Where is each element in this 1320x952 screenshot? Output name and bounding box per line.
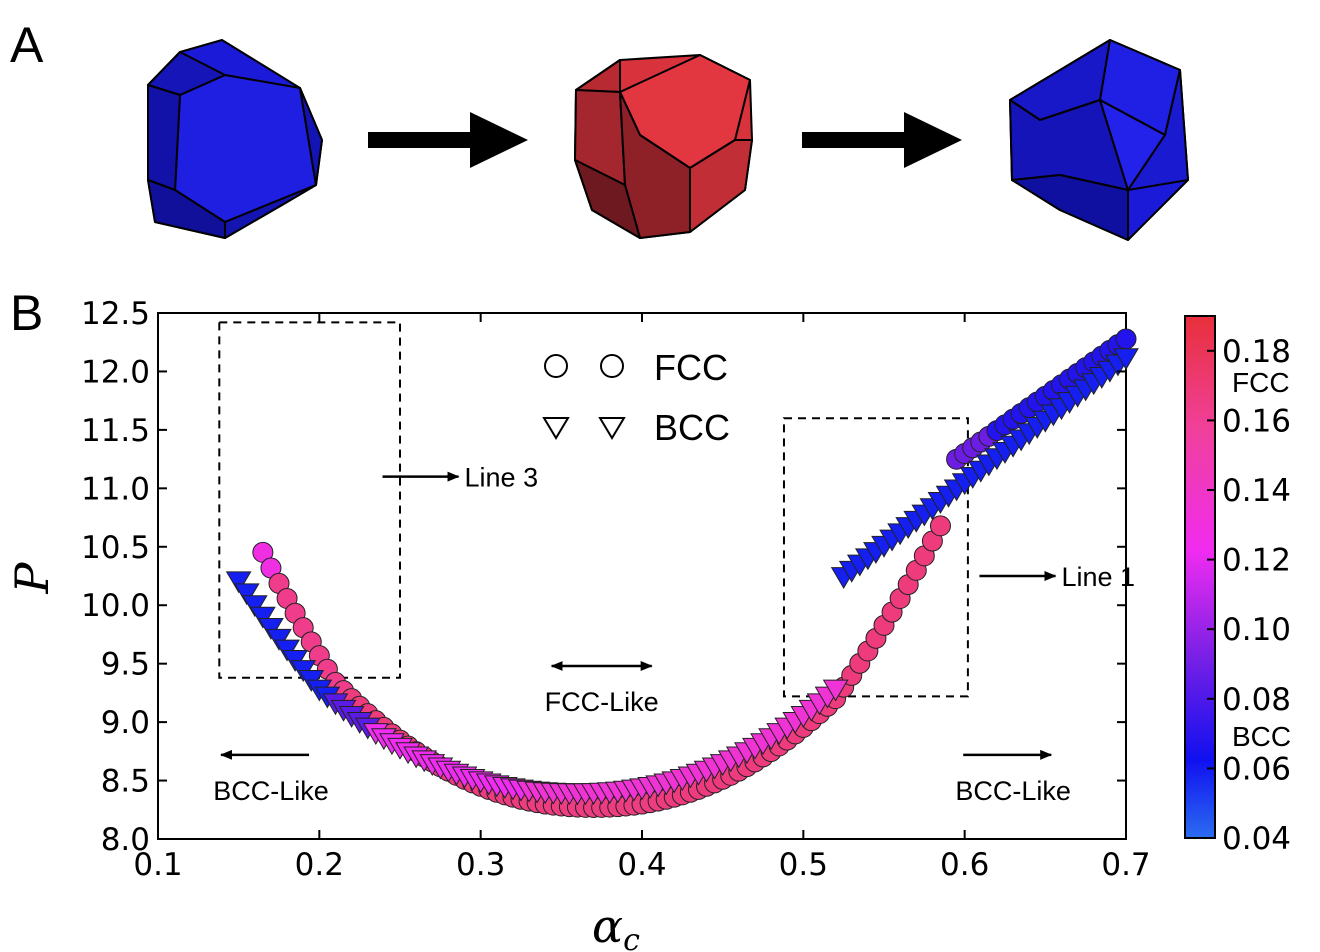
colorbar-bottom-label: BCC xyxy=(1232,721,1291,752)
colorbar xyxy=(1184,315,1216,839)
y-tick-label-5: 10.5 xyxy=(81,530,150,566)
x-axis-title: αc xyxy=(592,899,640,952)
x-tick-label-3: 0.4 xyxy=(617,847,666,883)
bcc-polyhedron-2 xyxy=(1009,39,1189,241)
annotations: Line 3 Line 1 FCC-Like BCC-Like BCC-Like xyxy=(213,463,1135,806)
x-axis-title-main: α xyxy=(592,899,623,952)
bcc-polyhedron-1 xyxy=(147,39,323,239)
colorbar-tick-label-5: 0.08 xyxy=(1222,682,1291,718)
y-axis-ticks: 8.0 8.5 9.0 9.5 10.0 10.5 11.0 11.5 12.0 12.5 xyxy=(81,296,1126,858)
y-tick-label-1: 8.5 xyxy=(101,764,150,800)
legend-bcc-marker-2 xyxy=(598,417,626,440)
line1-box xyxy=(782,417,969,698)
fcc-point-106 xyxy=(1115,328,1137,350)
colorbar-tick-label-4: 0.10 xyxy=(1222,612,1291,648)
fcc-polyhedron xyxy=(574,54,753,239)
y-tick-label-9: 12.5 xyxy=(81,296,150,332)
y-tick-label-7: 11.5 xyxy=(81,413,150,449)
bcc-point-3 xyxy=(249,606,276,629)
y-tick-label-3: 9.5 xyxy=(101,647,150,683)
transition-arrow-1 xyxy=(368,112,528,168)
bcc-point-110 xyxy=(1113,348,1139,371)
y-tick-label-4: 10.0 xyxy=(81,588,150,624)
bcc-point-4 xyxy=(258,617,284,640)
fcc-like-label: FCC-Like xyxy=(545,687,659,717)
colorbar-ticks: 0.18 0.16 0.14 0.12 0.10 0.08 0.06 0.04 xyxy=(1207,334,1291,857)
x-axis-title-sub: c xyxy=(623,923,640,952)
bcc-point-0 xyxy=(225,571,252,594)
legend-bcc-marker-1 xyxy=(542,417,570,440)
colorbar-tick-label-0: 0.18 xyxy=(1222,334,1291,370)
bcc-point-2 xyxy=(241,595,268,618)
legend-fcc-label: FCC xyxy=(654,347,728,388)
legend-bcc-label: BCC xyxy=(654,407,730,448)
colorbar-tick-label-1: 0.16 xyxy=(1222,403,1291,439)
y-tick-label-8: 12.0 xyxy=(81,354,150,390)
bcc-point-1 xyxy=(233,583,260,606)
x-axis-ticks: 0.1 0.2 0.3 0.4 0.5 0.6 0.7 xyxy=(133,313,1151,883)
dashed-boxes xyxy=(218,321,969,698)
panel-b-label: B xyxy=(10,285,43,341)
legend-fcc-marker-1 xyxy=(544,354,568,378)
legend-fcc-marker-2 xyxy=(600,354,624,378)
y-axis-title: P xyxy=(5,561,59,594)
x-tick-label-6: 0.7 xyxy=(1101,847,1150,883)
x-tick-label-2: 0.3 xyxy=(456,847,505,883)
y-tick-label-0: 8.0 xyxy=(101,822,150,858)
transition-arrow-2 xyxy=(802,112,962,168)
y-tick-label-6: 11.0 xyxy=(81,471,150,507)
bcc-like-right-label: BCC-Like xyxy=(955,776,1071,806)
x-tick-label-5: 0.6 xyxy=(940,847,989,883)
panel-a-label: A xyxy=(10,17,44,73)
fcc-point-84 xyxy=(929,515,951,537)
colorbar-tick-label-7: 0.04 xyxy=(1222,821,1291,857)
line-3-label: Line 3 xyxy=(465,463,539,493)
y-tick-label-2: 9.0 xyxy=(101,705,150,741)
colorbar-tick-label-2: 0.14 xyxy=(1222,473,1291,509)
x-tick-label-4: 0.5 xyxy=(779,847,828,883)
colorbar-top-label: FCC xyxy=(1232,367,1290,398)
colorbar-tick-label-3: 0.12 xyxy=(1222,543,1291,579)
bcc-series xyxy=(225,348,1139,806)
line-1-label: Line 1 xyxy=(1061,562,1135,592)
legend: FCC BCC xyxy=(542,347,730,448)
bcc-like-left-label: BCC-Like xyxy=(213,776,329,806)
x-tick-label-1: 0.2 xyxy=(295,847,344,883)
bcc-point-74 xyxy=(822,679,849,702)
line3-box xyxy=(218,321,401,679)
x-tick-label-0: 0.1 xyxy=(133,847,182,883)
colorbar-tick-label-6: 0.06 xyxy=(1222,751,1291,787)
